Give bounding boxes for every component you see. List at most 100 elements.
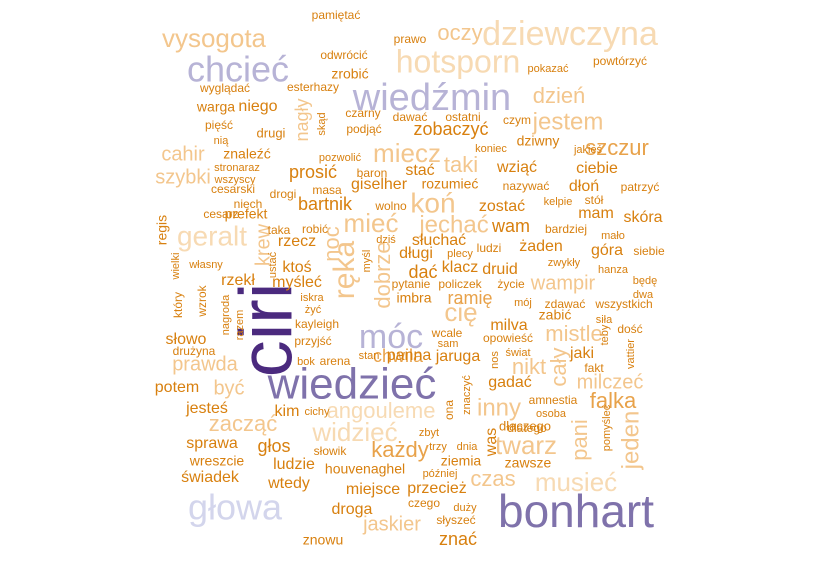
cloud-word-twarz: twarz bbox=[495, 430, 557, 460]
cloud-word-pani: pani bbox=[567, 419, 592, 461]
cloud-word-ziemia: ziemia bbox=[441, 453, 482, 469]
cloud-word-dziewczyna: dziewczyna bbox=[482, 15, 658, 53]
cloud-word-sluchac: słuchać bbox=[412, 232, 466, 249]
cloud-word-pozwolic: pozwolić bbox=[319, 152, 362, 164]
cloud-word-piesc: pięść bbox=[205, 118, 233, 132]
cloud-word-moc: móc bbox=[359, 318, 423, 356]
cloud-word-kelpie: kelpie bbox=[544, 196, 573, 208]
cloud-word-zobaczyc: zobaczyć bbox=[413, 119, 488, 139]
cloud-word-houvenaghel: houvenaghel bbox=[325, 461, 405, 477]
cloud-word-klacz: klacz bbox=[442, 259, 478, 276]
cloud-word-wielki: wielki bbox=[170, 253, 182, 281]
cloud-word-nagroda: nagroda bbox=[220, 294, 232, 335]
cloud-word-pozniej: później bbox=[423, 468, 458, 480]
cloud-word-taka: taka bbox=[268, 223, 291, 237]
cloud-word-policzek: policzek bbox=[438, 277, 482, 291]
cloud-word-wtedy: wtedy bbox=[267, 475, 310, 492]
cloud-word-teby: teby bbox=[599, 324, 611, 345]
cloud-word-dziwny: dziwny bbox=[517, 133, 560, 149]
cloud-word-trzy: trzy bbox=[429, 441, 447, 453]
cloud-word-amnestia: amnestia bbox=[529, 393, 578, 407]
cloud-word-ona: ona bbox=[442, 400, 456, 420]
cloud-word-ostatni: ostatni bbox=[445, 110, 480, 124]
cloud-word-dac: dać bbox=[408, 262, 437, 282]
cloud-word-pomyslec: pomyśleć bbox=[601, 404, 613, 451]
cloud-word-bok: bok bbox=[297, 356, 315, 368]
cloud-word-zabic: zabić bbox=[539, 307, 572, 323]
cloud-word-slowik: słowik bbox=[314, 444, 348, 458]
cloud-word-byc: być bbox=[213, 377, 244, 399]
cloud-word-cichy: cichy bbox=[304, 406, 330, 418]
cloud-word-sprawa: sprawa bbox=[186, 435, 238, 452]
cloud-word-wziac: wziąć bbox=[496, 159, 537, 176]
cloud-word-znowu: znowu bbox=[303, 532, 343, 548]
cloud-word-znac: znać bbox=[439, 529, 477, 549]
cloud-word-koniec: koniec bbox=[475, 143, 507, 155]
cloud-word-zrobic: zrobić bbox=[331, 66, 368, 82]
cloud-word-dlaczego: dłaczego bbox=[499, 418, 551, 433]
cloud-word-prawo: prawo bbox=[394, 32, 427, 46]
cloud-word-iskra: iskra bbox=[300, 292, 324, 304]
cloud-word-dzien: dzień bbox=[533, 83, 586, 108]
cloud-word-szczur: szczur bbox=[585, 135, 649, 160]
cloud-word-jestem: jestem bbox=[532, 108, 604, 135]
cloud-word-skad: skąd bbox=[316, 112, 328, 135]
cloud-word-stac: stać bbox=[405, 162, 434, 179]
cloud-word-dlugi: długi bbox=[399, 245, 433, 262]
cloud-word-giselher: giselher bbox=[351, 176, 408, 193]
cloud-word-taki: taki bbox=[444, 152, 478, 177]
cloud-word-dwa: dwa bbox=[633, 289, 654, 301]
cloud-word-arena: arena bbox=[320, 354, 351, 368]
cloud-word-caly: cały bbox=[546, 347, 571, 386]
cloud-word-swiat: świat bbox=[505, 347, 530, 359]
cloud-word-zdawac: zdawać bbox=[545, 297, 586, 311]
cloud-word-regis: regis bbox=[154, 215, 170, 245]
cloud-word-mam: mam bbox=[578, 205, 614, 222]
cloud-word-sam: sam bbox=[438, 338, 459, 350]
cloud-word-niech: niech bbox=[234, 197, 263, 211]
cloud-word-cesarz: cesarz bbox=[203, 207, 238, 221]
cloud-word-duzy: duży bbox=[453, 502, 477, 514]
cloud-word-jechac: jechać bbox=[418, 211, 488, 238]
cloud-word-rzekl: rzekł bbox=[221, 272, 255, 289]
cloud-word-cie: cię bbox=[444, 297, 477, 327]
cloud-word-stan: stan bbox=[359, 350, 380, 362]
cloud-word-znalezc: znaleźć bbox=[223, 146, 270, 162]
cloud-word-zawsze: zawsze bbox=[505, 455, 552, 471]
cloud-word-szybki: szybki bbox=[155, 166, 211, 188]
cloud-word-falka: falka bbox=[590, 388, 637, 413]
cloud-word-ktos: ktoś bbox=[282, 259, 311, 276]
cloud-word-czas: czas bbox=[470, 466, 515, 491]
cloud-word-zbyt: zbyt bbox=[419, 427, 439, 439]
cloud-word-gora: góra bbox=[591, 242, 623, 259]
cloud-word-pokazac: pokazać bbox=[528, 63, 569, 75]
cloud-word-wzrok: wzrok bbox=[195, 284, 209, 317]
cloud-word-prefekt: prefekt bbox=[225, 206, 268, 222]
cloud-word-nazywac: nazywać bbox=[503, 179, 550, 193]
cloud-word-wiedziec: wiedzieć bbox=[267, 360, 437, 409]
cloud-word-wszyscy: wszyscy bbox=[214, 174, 256, 186]
cloud-word-kazdy: każdy bbox=[371, 437, 428, 462]
cloud-word-angouleme: angouleme bbox=[327, 398, 436, 423]
cloud-word-malo: mało bbox=[601, 230, 625, 242]
cloud-word-widziec: widzieć bbox=[311, 417, 397, 447]
cloud-word-razem: razem bbox=[234, 310, 246, 341]
cloud-word-odwrocic: odwrócić bbox=[320, 48, 367, 62]
cloud-word-fakt: fakt bbox=[584, 361, 604, 375]
cloud-word-miejsce: miejsce bbox=[346, 481, 400, 498]
cloud-word-jaskier: jaskier bbox=[362, 513, 421, 535]
cloud-word-podjac: podjąć bbox=[346, 122, 381, 136]
cloud-word-ktory: który bbox=[171, 292, 185, 318]
cloud-word-dnia: dnia bbox=[457, 441, 479, 453]
cloud-word-stronaraz: stronaraz bbox=[214, 162, 260, 174]
cloud-word-wreszcie: wreszcie bbox=[189, 453, 245, 469]
cloud-word-potem: potem bbox=[155, 379, 199, 396]
cloud-word-czarny: czarny bbox=[345, 106, 380, 120]
cloud-word-bede: będę bbox=[633, 275, 657, 287]
cloud-word-dobrze: dobrze bbox=[370, 241, 395, 308]
cloud-word-glowa: głowa bbox=[188, 487, 283, 528]
cloud-word-jestes: jesteś bbox=[185, 400, 228, 417]
cloud-word-drogi: drogi bbox=[270, 187, 297, 201]
cloud-word-patrzyc: patrzyć bbox=[621, 180, 660, 194]
